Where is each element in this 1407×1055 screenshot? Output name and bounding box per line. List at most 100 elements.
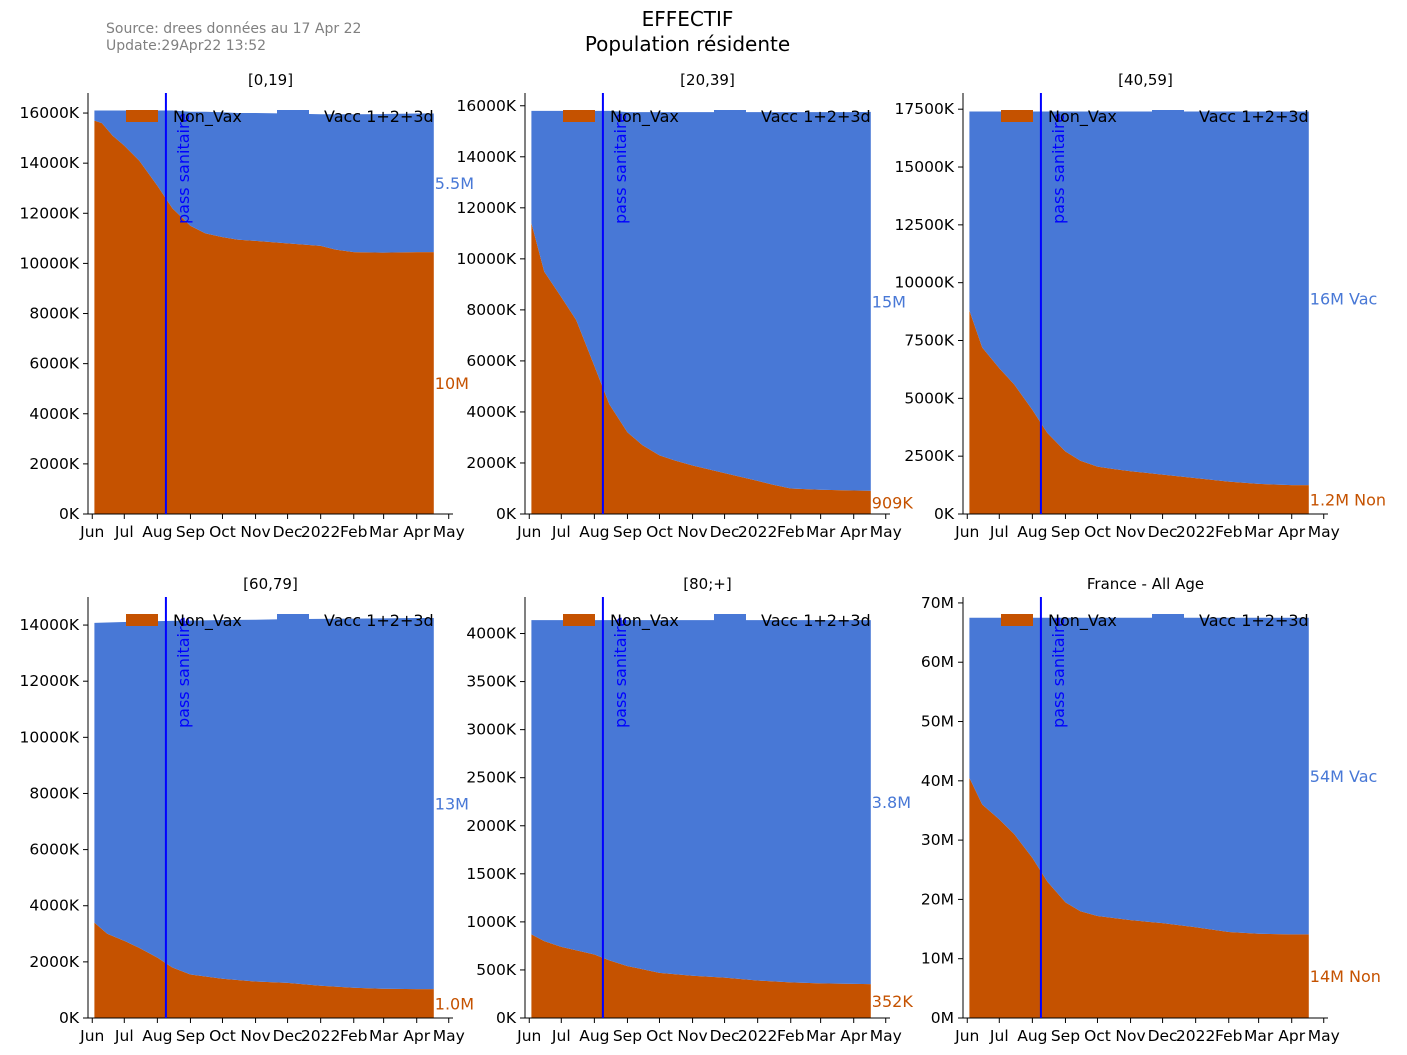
y-tick-label: 16000K [20,104,80,122]
x-tick-label: Oct [209,1027,236,1045]
y-tick-label: 16000K [457,97,517,115]
x-tick-label: Oct [209,523,236,541]
legend-swatch-non-vax [1001,614,1033,626]
x-tick-label: Oct [646,523,673,541]
x-tick-label: May [433,1027,465,1045]
y-tick-label: 15000K [895,158,955,176]
y-tick-label: 0K [59,505,80,523]
y-tick-label: 0K [934,505,955,523]
figure-subtitle: Population résidente [584,32,791,56]
x-tick-label: Nov [1115,1027,1145,1045]
x-tick-label: 2022 [301,1027,340,1045]
x-tick-label: Oct [646,1027,673,1045]
legend-swatch-non-vax [563,614,595,626]
panel-3: 0K 2500K 5000K 7500K 10000K 12500K 15000K 17500… [895,71,1387,541]
y-tick-label: 50M [921,713,954,731]
y-tick-label: 10000K [895,274,955,292]
legend-label-vacc: Vacc 1+2+3d [324,107,434,126]
x-tick-label: Nov [240,523,270,541]
y-tick-label: 10000K [457,250,517,268]
y-tick-label: 12000K [457,199,517,217]
y-tick-label: 4000K [29,405,79,423]
x-tick-label: Jul [114,523,134,541]
area-vacc [94,618,434,990]
y-tick-label: 70M [921,594,954,612]
x-tick-label: May [1308,1027,1340,1045]
panel-title: [0,19] [248,71,293,89]
y-tick-label: 0K [59,1009,80,1027]
y-tick-label: 10000K [20,254,80,272]
panel-title: France - All Age [1087,575,1204,593]
y-tick-label: 40M [921,772,954,790]
end-label-vacc: 16M Vac [1310,289,1378,308]
x-tick-label: Dec [1148,1027,1178,1045]
x-tick-label: Sep [1051,1027,1080,1045]
end-label-non-vax: 909K [872,493,914,512]
legend-swatch-non-vax [126,110,158,122]
x-tick-label: Sep [176,1027,205,1045]
end-label-vacc: 3.8M [872,793,911,812]
x-tick-label: Mar [806,523,836,541]
x-tick-label: Apr [1278,1027,1305,1045]
x-tick-label: Nov [677,1027,707,1045]
legend-swatch-non-vax [1001,110,1033,122]
pass-sanitaire-label: pass sanitaire [174,617,193,728]
x-tick-label: May [870,1027,902,1045]
x-tick-label: Feb [1215,1027,1242,1045]
x-tick-label: Jun [79,523,104,541]
x-tick-label: Apr [403,523,430,541]
legend-swatch-vacc [277,110,309,122]
area-non-vax [94,120,434,514]
legend-label-non-vax: Non_Vax [610,611,679,631]
legend-label-non-vax: Non_Vax [173,107,242,127]
y-tick-label: 500K [476,961,517,979]
source-note: Source: drees données au 17 Apr 22 [106,21,362,37]
legend-swatch-non-vax [563,110,595,122]
y-tick-label: 12500K [895,216,955,234]
y-tick-label: 2000K [29,953,79,971]
y-tick-label: 17500K [895,100,955,118]
x-tick-label: Mar [369,523,399,541]
y-tick-label: 2000K [29,455,79,473]
x-tick-label: Sep [613,523,642,541]
x-tick-label: Sep [176,523,205,541]
x-tick-label: 2022 [301,523,340,541]
y-tick-label: 10M [921,950,954,968]
legend-label-vacc: Vacc 1+2+3d [761,107,871,126]
y-tick-label: 2500K [466,769,516,787]
x-tick-label: 2022 [1176,1027,1215,1045]
y-tick-label: 2000K [466,817,516,835]
end-label-non-vax: 1.0M [435,995,474,1014]
y-tick-label: 60M [921,653,954,671]
y-tick-label: 12000K [20,672,80,690]
area-vacc [969,617,1309,935]
x-tick-label: Nov [677,523,707,541]
y-tick-label: 3000K [466,721,516,739]
y-tick-label: 4000K [466,625,516,643]
panel-5: 0K 500K 1000K 1500K 2000K 2500K 3000K 3500K 4000… [466,575,913,1045]
area-vacc [531,620,871,985]
x-tick-label: Oct [1084,1027,1111,1045]
y-tick-label: 6000K [29,841,79,859]
y-tick-label: 14000K [20,616,80,634]
x-tick-label: Mar [1244,1027,1274,1045]
y-tick-label: 8000K [29,305,79,323]
x-tick-label: Dec [710,523,740,541]
x-tick-label: Dec [1148,523,1178,541]
x-tick-label: Nov [240,1027,270,1045]
figure-title: EFFECTIF [641,7,734,31]
pass-sanitaire-label: pass sanitaire [611,113,630,224]
y-tick-label: 14000K [20,154,80,172]
panel-title: [40,59] [1118,71,1173,89]
x-tick-label: Aug [1017,523,1047,541]
x-tick-label: Oct [1084,523,1111,541]
x-tick-label: Aug [142,523,172,541]
end-label-vacc: 15M [872,292,906,311]
legend-swatch-non-vax [126,614,158,626]
x-tick-label: Jul [989,523,1009,541]
end-label-vacc: 54M Vac [1310,767,1378,786]
x-tick-label: May [870,523,902,541]
x-tick-label: Aug [1017,1027,1047,1045]
